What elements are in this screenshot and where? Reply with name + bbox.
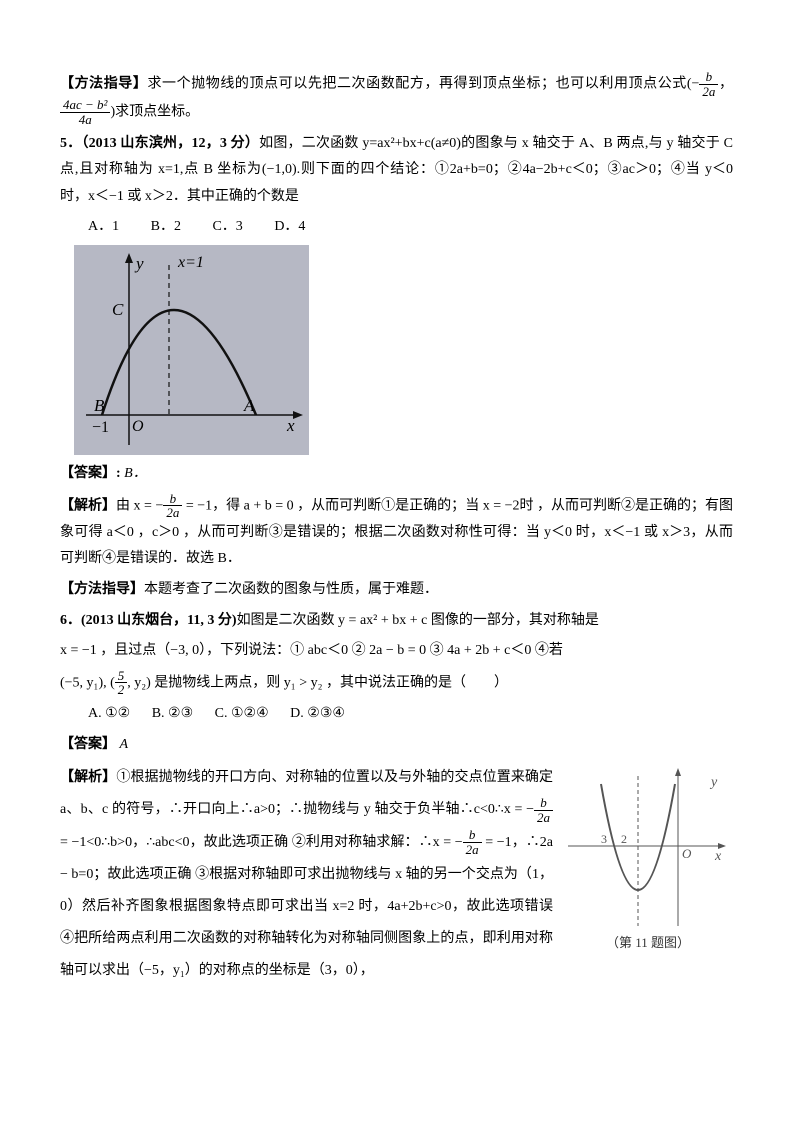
method-text: 求一个抛物线的顶点可以先把二次函数配方，再得到顶点坐标；也可以利用顶点公式(− (147, 76, 699, 91)
q6-opt-a[interactable]: A. ①② (88, 701, 130, 728)
q6-body: 如图是二次函数 y = ax² + bx + c 图像的一部分，其对称轴是 (237, 613, 599, 628)
fig2-y-arrow (675, 768, 681, 776)
q6-answer-label: 【答案】 (60, 737, 116, 752)
y-arrow (125, 253, 133, 263)
q5-analysis: 【解析】由 x = −b2a = −1，得 a + b = 0 ，从而可判断①是… (60, 492, 733, 573)
q5-method: 【方法指导】本题考查了二次函数的图象与性质，属于难题． (60, 577, 733, 604)
ana-1a: 由 (116, 498, 130, 513)
q5-method-label: 【方法指导】 (60, 582, 144, 597)
label-C: C (112, 300, 124, 319)
q6-opt-c[interactable]: C. ①②④ (215, 701, 269, 728)
label-B: B (94, 396, 105, 415)
q5-chart-svg: y x x=1 B A C O −1 (74, 245, 309, 455)
label-A: A (243, 396, 255, 415)
q5-opt-a[interactable]: A．1 (88, 214, 119, 241)
y-label: y (134, 254, 144, 273)
label-neg1: −1 (92, 419, 109, 436)
dash-label: x=1 (177, 254, 204, 271)
q5-method-text: 本题考查了二次函数的图象与性质，属于难题． (144, 582, 438, 597)
q6-frac52: 52 (115, 669, 128, 697)
q6-figure-svg: y x 3 2 O (563, 766, 728, 931)
q6-opt-b[interactable]: B. ②③ (152, 701, 193, 728)
q6-answer: 【答案】 A (60, 732, 733, 759)
x-label: x (286, 416, 295, 435)
q5-opt-d[interactable]: D．4 (274, 214, 305, 241)
vertex-formula-1: b2a (699, 70, 718, 98)
q6-stem: 6．(2013 山东烟台，11, 3 分)如图是二次函数 y = ax² + b… (60, 608, 733, 635)
ana-frac: b2a (163, 492, 182, 520)
q6-ana2-frac: b2a (463, 828, 482, 856)
analysis-label: 【解析】 (60, 498, 116, 513)
answer-label: 【答案】: (60, 466, 121, 481)
q5-opt-b[interactable]: B．2 (151, 214, 181, 241)
q6-ana2-x: x = − (433, 835, 463, 850)
fig2-O: O (682, 846, 692, 861)
q5-opt-c[interactable]: C．3 (212, 214, 242, 241)
q5-stem: 5．（2013 山东滨州，12，3 分）如图，二次函数 y=ax²+bx+c(a… (60, 131, 733, 211)
q6-l3b: , y₂) 是抛物线上两点，则 y₁ > y₂ ，其中说法正确的是（ ） (127, 675, 508, 690)
q5-header: 5．（2013 山东滨州，12，3 分） (60, 136, 259, 151)
q6-l3a: (−5, y₁), ( (60, 675, 115, 690)
q5-options: A．1 B．2 C．3 D．4 (60, 214, 733, 241)
q6-options: A. ①② B. ②③ C. ①②④ D. ②③④ (60, 701, 733, 728)
formula-sep: ， (718, 76, 733, 91)
method-guide-1: 【方法指导】求一个抛物线的顶点可以先把二次函数配方，再得到顶点坐标；也可以利用顶… (60, 70, 733, 127)
q6-line2-text: x = −1 ，且过点（−3, 0），下列说法：① abc＜0 ② 2a − b… (60, 643, 563, 658)
fig2-y-label: y (709, 775, 718, 790)
method-label: 【方法指导】 (60, 76, 147, 91)
parabola-curve (102, 310, 256, 415)
q6-answer-value: A (120, 737, 129, 752)
fig2-caption: （第 11 题图） (563, 931, 733, 956)
method-text2: )求顶点坐标。 (110, 105, 199, 120)
q6-ana1-x: x = − (504, 802, 534, 817)
fig2-n3: 3 (601, 832, 607, 846)
fig2-x-label: x (714, 849, 722, 864)
fig2-n2: 2 (621, 832, 627, 846)
q6-opt-d[interactable]: D. ②③④ (290, 701, 345, 728)
q6-ana1-frac: b2a (534, 796, 553, 824)
q5-answer: 【答案】: B． (60, 461, 733, 488)
q6-ana1: ①根据抛物线的开口方向、对称轴的位置以及与外轴的交点位置来确定 a、b、c 的符… (60, 770, 553, 817)
q6-ana1-eq: = −1<0∴b>0，∴abc<0，故此选项正确 ②利用对称轴求解：∴ (60, 835, 433, 850)
ana-xeq: x = − (134, 498, 164, 513)
ana-eq: = −1 (182, 498, 212, 513)
q5-chart: y x x=1 B A C O −1 (74, 245, 309, 455)
label-O: O (132, 418, 144, 435)
answer-value: B． (124, 466, 147, 481)
q6-line2: x = −1 ，且过点（−3, 0），下列说法：① abc＜0 ② 2a − b… (60, 638, 733, 665)
q6-ana-label: 【解析】 (60, 770, 116, 785)
q6-header: 6．(2013 山东烟台，11, 3 分) (60, 613, 237, 628)
vertex-formula-2: 4ac − b²4a (60, 98, 110, 126)
q6-figure: y x 3 2 O （第 11 题图） (563, 766, 733, 956)
q6-line3: (−5, y₁), (52, y₂) 是抛物线上两点，则 y₁ > y₂ ，其中… (60, 669, 733, 697)
